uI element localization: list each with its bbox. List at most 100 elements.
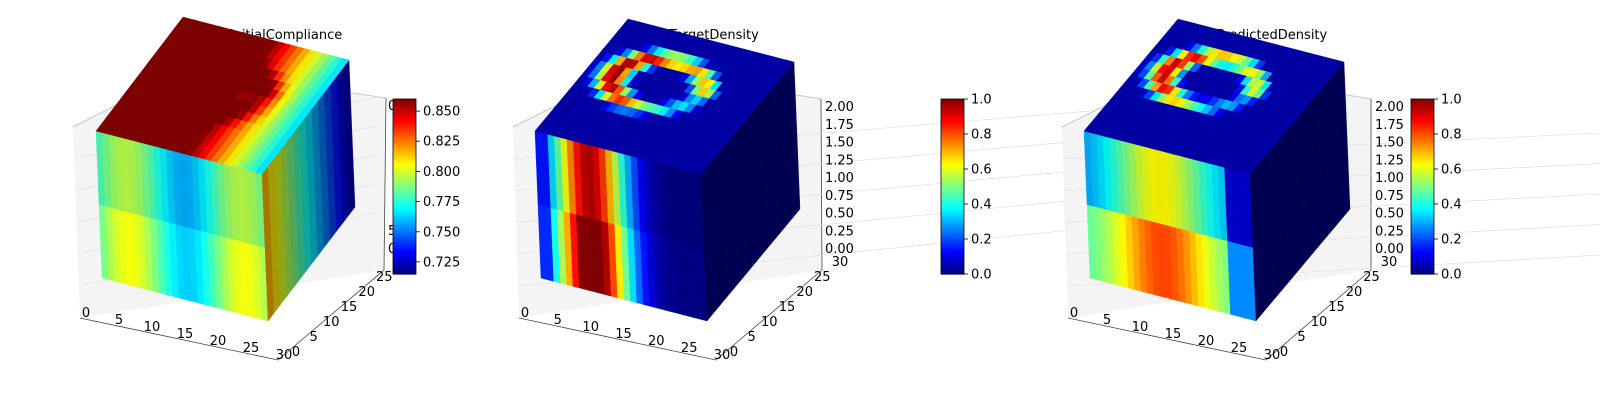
voxel-front-cell bbox=[699, 289, 707, 307]
colorbar-tick-label: 0.850 bbox=[423, 105, 460, 120]
colorbar-segment bbox=[941, 221, 964, 226]
voxel-front-cell bbox=[1112, 210, 1120, 228]
voxel-front-cell bbox=[108, 134, 117, 151]
colorbar-segment bbox=[1411, 250, 1434, 255]
voxel-front-cell bbox=[692, 288, 701, 305]
y-tick-label: 15 bbox=[341, 300, 358, 315]
voxel-front-cell bbox=[1097, 148, 1105, 166]
y-tick-label: 15 bbox=[779, 300, 796, 315]
z-tick-label: 0.50 bbox=[1375, 207, 1404, 222]
colorbar-segment bbox=[1411, 180, 1434, 185]
voxel-front-cell bbox=[1228, 270, 1236, 287]
colorbar-segment bbox=[393, 128, 416, 132]
voxel-front-cell bbox=[192, 184, 201, 202]
voxel-front-cell bbox=[202, 274, 211, 292]
colorbar-segment bbox=[1411, 259, 1434, 263]
voxel-front-cell bbox=[607, 207, 615, 225]
y-tick-label: 0 bbox=[292, 345, 300, 360]
voxel-front-cell bbox=[1094, 250, 1103, 267]
x-tick-label: 25 bbox=[1231, 341, 1248, 356]
voxel-front-cell bbox=[1229, 299, 1238, 317]
voxel-front-cell bbox=[123, 181, 131, 199]
voxel-front-cell bbox=[1151, 235, 1159, 253]
voxel-front-cell bbox=[102, 132, 110, 150]
voxel-front-cell bbox=[177, 282, 186, 300]
voxel-front-cell bbox=[620, 211, 628, 228]
voxel-front-cell bbox=[560, 152, 569, 169]
colorbar-segment bbox=[941, 268, 964, 272]
voxel-front-cell bbox=[1107, 253, 1116, 271]
voxel-front-cell bbox=[253, 273, 261, 291]
voxel-front-cell bbox=[1220, 238, 1229, 256]
voxel-front-cell bbox=[559, 268, 567, 285]
voxel-front-cell bbox=[589, 232, 597, 250]
voxel-front-cell bbox=[1225, 196, 1233, 214]
voxel-front-cell bbox=[1109, 137, 1117, 155]
voxel-front-cell bbox=[622, 269, 631, 287]
voxel-front-cell bbox=[620, 225, 629, 243]
voxel-front-cell bbox=[600, 191, 608, 209]
colorbar-segment bbox=[1411, 128, 1434, 132]
colorbar-segment bbox=[941, 230, 964, 234]
voxel-front-cell bbox=[221, 265, 229, 282]
y-tick-label: 20 bbox=[796, 285, 813, 300]
voxel-front-cell bbox=[146, 143, 155, 161]
voxel-front-cell bbox=[553, 135, 562, 153]
voxel-front-cell bbox=[1170, 255, 1179, 273]
voxel-front-cell bbox=[176, 253, 185, 271]
voxel-front-cell bbox=[1232, 212, 1240, 230]
voxel-front-cell bbox=[149, 217, 158, 235]
voxel-front-cell bbox=[168, 207, 176, 225]
voxel-front-cell bbox=[1184, 273, 1192, 291]
colorbar-segment bbox=[1411, 265, 1434, 269]
voxel-front-cell bbox=[586, 158, 594, 176]
voxel-front-cell bbox=[587, 173, 595, 191]
voxel-front-cell bbox=[1224, 181, 1233, 199]
colorbar-segment bbox=[941, 145, 964, 150]
colorbar-segment bbox=[1411, 145, 1434, 150]
voxel-front-cell bbox=[568, 183, 576, 200]
voxel-top-cell bbox=[336, 58, 350, 69]
voxel-front-cell bbox=[153, 160, 162, 178]
colorbar-segment bbox=[941, 209, 964, 214]
voxel-front-cell bbox=[1146, 277, 1155, 295]
colorbar-segment bbox=[393, 204, 416, 208]
x-axis-line bbox=[79, 317, 279, 361]
colorbar-segment bbox=[941, 265, 964, 269]
voxel-front-cell bbox=[260, 304, 269, 322]
colorbar-segment bbox=[393, 125, 416, 129]
voxel-front-cell bbox=[590, 246, 598, 264]
voxel-front-cell bbox=[195, 258, 204, 276]
voxel-front-cell bbox=[1239, 243, 1248, 261]
voxel-front-cell bbox=[636, 157, 645, 175]
voxel-front-cell bbox=[558, 238, 566, 256]
voxel-front-cell bbox=[102, 147, 111, 164]
voxel-front-cell bbox=[657, 206, 666, 224]
voxel-front-cell bbox=[239, 255, 248, 273]
voxel-front-cell bbox=[246, 256, 254, 274]
colorbar-frame bbox=[1410, 98, 1435, 275]
x-tick-label: 30 bbox=[714, 348, 731, 363]
voxel-front-cell bbox=[1199, 175, 1207, 193]
voxel-front-cell bbox=[645, 202, 653, 220]
voxel-front-cell bbox=[1242, 302, 1250, 320]
colorbar-segment bbox=[941, 218, 964, 223]
colorbar-frame bbox=[940, 98, 965, 275]
voxel-front-cell bbox=[1201, 219, 1209, 237]
colorbar-segment bbox=[1411, 212, 1434, 217]
voxel-front-cell bbox=[97, 174, 106, 192]
colorbar-segment bbox=[1411, 136, 1434, 141]
voxel-front-cell bbox=[678, 240, 686, 258]
voxel-front-cell bbox=[1103, 150, 1111, 168]
voxel-front-cell bbox=[698, 274, 707, 292]
voxel-front-cell bbox=[641, 274, 650, 292]
voxel-front-cell bbox=[228, 296, 237, 313]
voxel-front-cell bbox=[130, 212, 139, 230]
voxel-front-cell bbox=[1097, 163, 1106, 181]
z-tick-label: 5 bbox=[388, 224, 396, 239]
voxel-front-cell bbox=[147, 158, 155, 176]
voxel-front-cell bbox=[671, 238, 680, 256]
voxel-front-cell bbox=[1238, 214, 1247, 232]
voxel-front-cell bbox=[679, 270, 687, 287]
voxel-front-cell bbox=[686, 286, 694, 304]
